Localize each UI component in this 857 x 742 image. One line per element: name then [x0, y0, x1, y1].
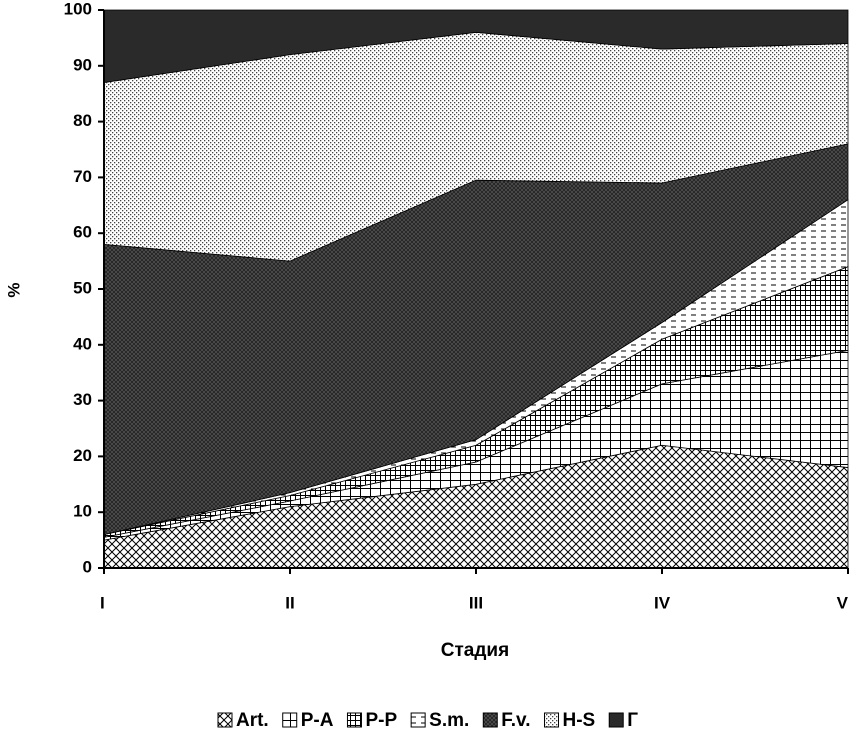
legend-label: Г: [627, 710, 638, 731]
y-tick-label: 60: [73, 223, 92, 242]
y-tick-label: 10: [73, 502, 92, 521]
y-tick-label: 30: [73, 390, 92, 409]
y-tick-label: 100: [64, 0, 92, 18]
legend-swatch: [482, 712, 498, 728]
x-tick-label: III: [469, 593, 483, 612]
legend-item: F.v.: [482, 710, 530, 731]
legend-item: S.m.: [410, 710, 469, 731]
legend-label: Art.: [236, 710, 269, 731]
legend-label: P-P: [365, 710, 397, 731]
legend-swatch: [217, 712, 233, 728]
y-tick-label: 50: [73, 278, 92, 297]
legend-item: Art.: [217, 710, 269, 731]
x-tick-label: IV: [654, 593, 671, 612]
legend-item: P-A: [282, 710, 334, 731]
legend-swatch: [608, 712, 624, 728]
x-axis-title: Стадия: [441, 640, 509, 661]
legend-label: P-A: [301, 710, 334, 731]
y-tick-label: 80: [73, 111, 92, 130]
legend-label: H-S: [562, 710, 595, 731]
legend-swatch: [410, 712, 426, 728]
area: [103, 9, 849, 84]
legend-item: H-S: [543, 710, 595, 731]
legend-item: Г: [608, 710, 638, 731]
y-tick-label: 0: [83, 557, 92, 576]
y-tick-label: 20: [73, 446, 92, 465]
x-tick-label: I: [100, 593, 105, 612]
y-tick-label: 70: [73, 167, 92, 186]
legend-swatch: [543, 712, 559, 728]
x-tick-label: V: [837, 593, 849, 612]
y-tick-label: 40: [73, 334, 92, 353]
legend-label: S.m.: [429, 710, 469, 731]
legend-item: P-P: [346, 710, 397, 731]
x-tick-label: II: [285, 593, 294, 612]
y-axis-title: %: [4, 282, 23, 297]
legend-swatch: [282, 712, 298, 728]
y-tick-label: 90: [73, 55, 92, 74]
legend-swatch: [346, 712, 362, 728]
legend-label: F.v.: [501, 710, 530, 731]
